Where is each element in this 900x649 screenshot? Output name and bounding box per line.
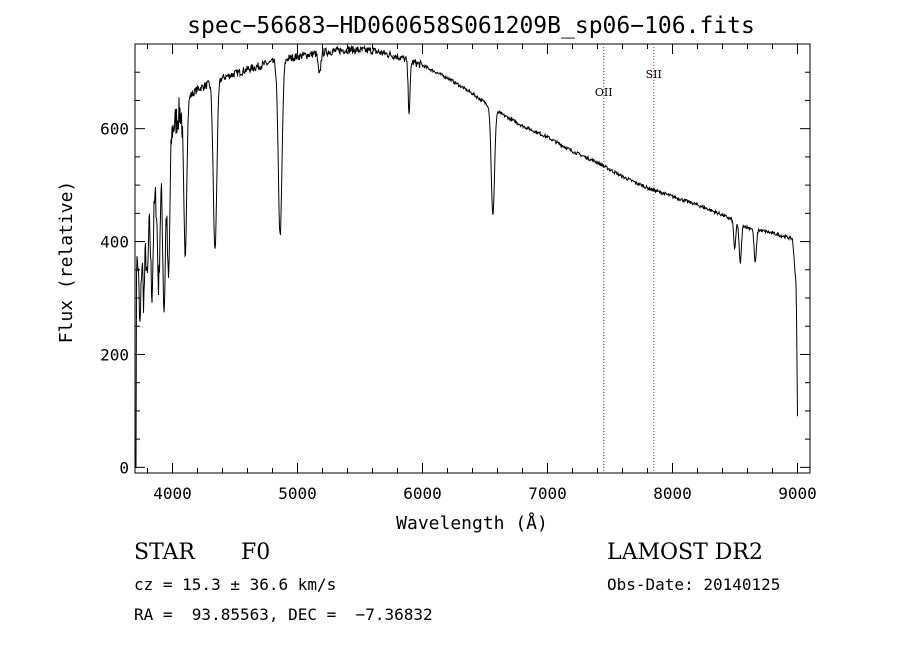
x-tick-label: 7000	[528, 484, 567, 503]
y-tick-label: 400	[100, 233, 129, 252]
y-tick-label: 200	[100, 345, 129, 364]
axis-ticks	[135, 43, 810, 473]
axis-tick-labels: 4000 5000 6000 7000 8000 9000 0 200 400 600	[100, 120, 817, 503]
x-tick-label: 5000	[278, 484, 317, 503]
annotation-label: OII	[595, 86, 613, 99]
y-tick-label: 600	[100, 120, 129, 139]
object-subclass: F0	[241, 540, 270, 565]
observation-date: Obs-Date: 20140125	[607, 575, 780, 594]
chart-title: spec−56683−HD060658S061209B_sp06−106.fit…	[187, 13, 755, 39]
x-tick-label: 4000	[153, 484, 192, 503]
x-tick-label: 6000	[403, 484, 442, 503]
x-tick-label: 9000	[778, 484, 817, 503]
coords-text: RA = 93.85563, DEC = −7.36832	[134, 605, 433, 624]
spectrum-line	[135, 44, 798, 468]
line-annotations: OII SII	[595, 44, 662, 473]
y-tick-label: 0	[119, 458, 129, 477]
x-axis-label: Wavelength (Å)	[396, 512, 548, 534]
x-tick-label: 8000	[653, 484, 692, 503]
y-axis-label: Flux (relative)	[56, 181, 77, 344]
plot-frame	[134, 43, 811, 474]
redshift-text: cz = 15.3 ± 36.6 km/s	[134, 575, 336, 594]
survey-name: LAMOST DR2	[607, 540, 763, 565]
annotation-label: SII	[646, 68, 662, 81]
object-type: STAR	[134, 540, 196, 565]
